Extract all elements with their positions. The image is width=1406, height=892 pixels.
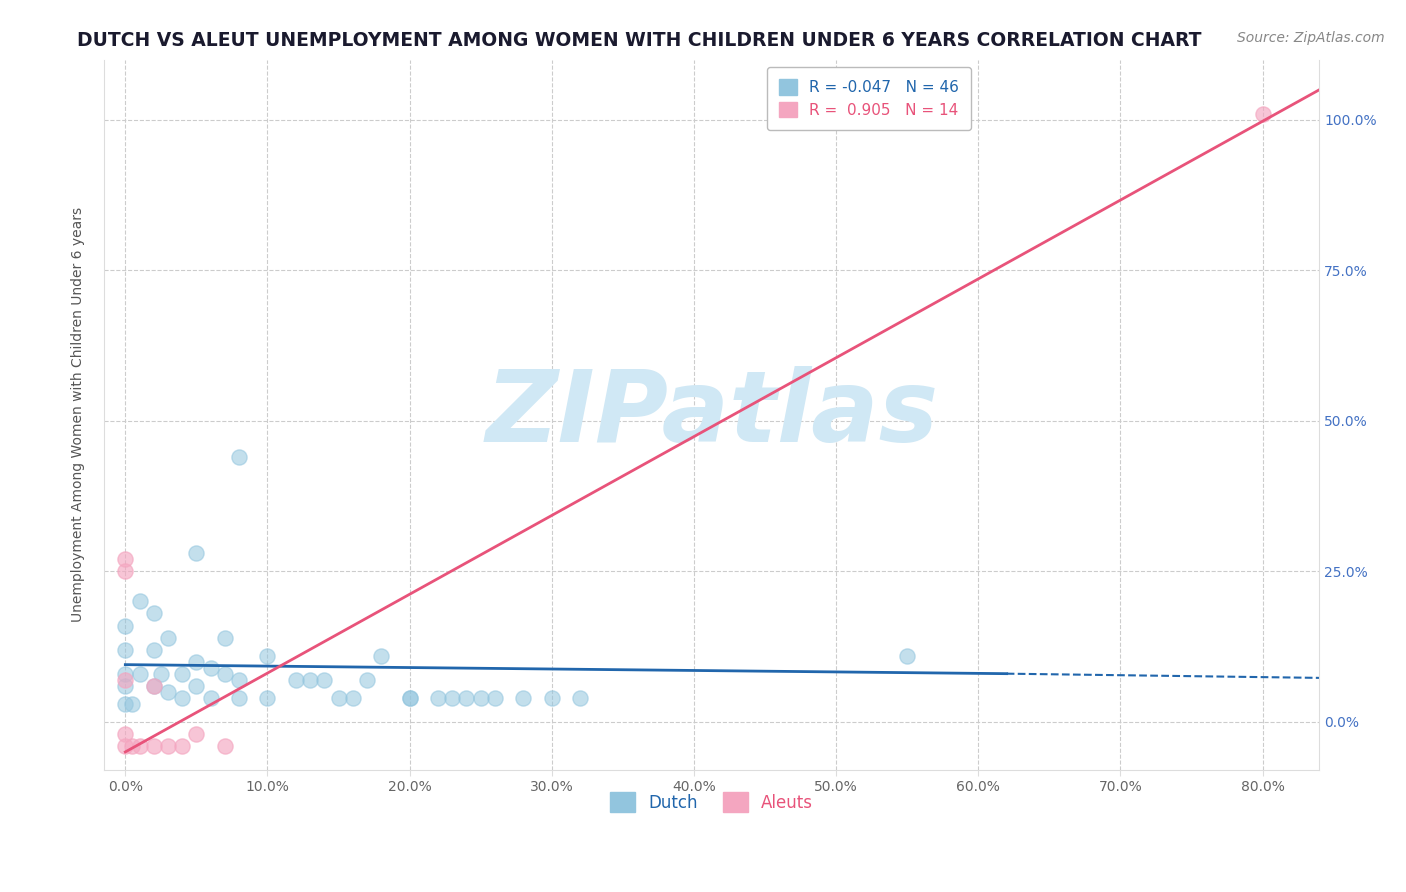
Point (200, 690, 222, 705)
Point (114, 673, 136, 687)
Point (284, 673, 307, 687)
Point (200, 660, 222, 674)
Point (256, 648, 278, 663)
Point (114, 727, 136, 741)
Point (228, 450, 250, 464)
Point (114, 552, 136, 566)
Point (128, 666, 150, 681)
Point (149, 666, 172, 681)
Point (214, 631, 236, 645)
Point (356, 673, 378, 687)
Point (114, 618, 136, 632)
Point (172, 666, 194, 681)
Point (470, 690, 492, 705)
Point (156, 684, 179, 698)
Y-axis label: Unemployment Among Women with Children Under 6 years: Unemployment Among Women with Children U… (72, 207, 86, 623)
Point (427, 690, 450, 705)
Point (156, 631, 179, 645)
Point (128, 594, 150, 608)
Point (172, 739, 194, 753)
Point (186, 679, 208, 693)
Point (142, 679, 165, 693)
Point (1251, 107, 1274, 121)
Point (398, 690, 420, 705)
Point (569, 690, 592, 705)
Point (441, 690, 464, 705)
Point (142, 642, 165, 657)
Point (896, 648, 918, 663)
Point (114, 697, 136, 711)
Point (186, 546, 208, 560)
Point (172, 690, 194, 705)
Point (142, 739, 165, 753)
Point (114, 679, 136, 693)
Point (228, 673, 250, 687)
Point (114, 666, 136, 681)
Point (128, 739, 150, 753)
Text: DUTCH VS ALEUT UNEMPLOYMENT AMONG WOMEN WITH CHILDREN UNDER 6 YEARS CORRELATION : DUTCH VS ALEUT UNEMPLOYMENT AMONG WOMEN … (77, 31, 1202, 50)
Point (370, 648, 392, 663)
Text: ZIPatlas: ZIPatlas (485, 367, 938, 463)
Point (512, 690, 534, 705)
Point (114, 565, 136, 579)
Legend: Dutch, Aleuts: Dutch, Aleuts (596, 779, 827, 826)
Point (186, 655, 208, 669)
Point (314, 673, 336, 687)
Point (256, 690, 278, 705)
Point (540, 690, 562, 705)
Point (328, 690, 350, 705)
Point (214, 666, 236, 681)
Point (121, 739, 143, 753)
Point (228, 690, 250, 705)
Point (142, 607, 165, 621)
Point (456, 690, 478, 705)
Point (214, 739, 236, 753)
Point (156, 739, 179, 753)
Point (484, 690, 506, 705)
Point (398, 690, 420, 705)
Point (114, 642, 136, 657)
Point (186, 727, 208, 741)
Text: Source: ZipAtlas.com: Source: ZipAtlas.com (1237, 31, 1385, 45)
Point (342, 690, 364, 705)
Point (114, 739, 136, 753)
Point (299, 673, 322, 687)
Point (121, 697, 143, 711)
Point (142, 679, 165, 693)
